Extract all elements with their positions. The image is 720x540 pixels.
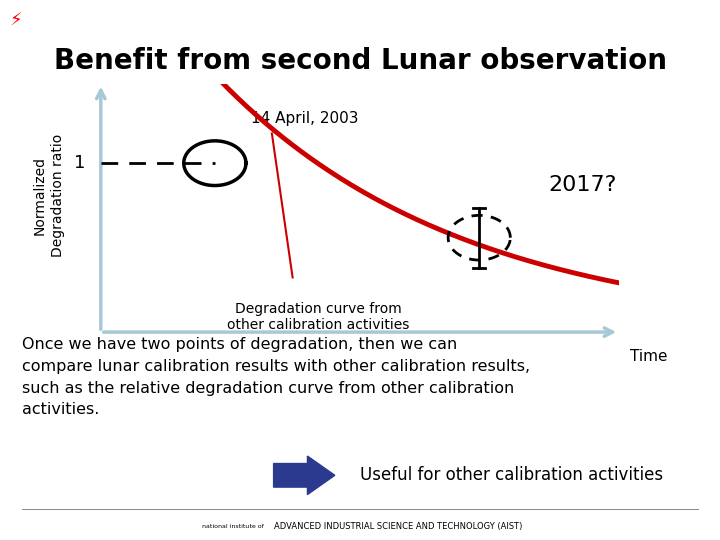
Text: Benefit from second Lunar observation: Benefit from second Lunar observation	[53, 47, 667, 75]
Text: Degradation curve from
other calibration activities: Degradation curve from other calibration…	[228, 302, 410, 333]
Text: 1: 1	[74, 154, 85, 172]
Text: AIST: AIST	[32, 12, 78, 30]
FancyArrow shape	[274, 456, 335, 495]
Text: 14 April, 2003: 14 April, 2003	[251, 111, 359, 126]
Text: Once we have two points of degradation, then we can
compare lunar calibration re: Once we have two points of degradation, …	[22, 338, 530, 417]
Text: national institute of: national institute of	[202, 524, 264, 529]
Text: Useful for other calibration activities: Useful for other calibration activities	[360, 467, 663, 484]
Text: Time: Time	[629, 349, 667, 364]
Text: ⚡: ⚡	[9, 12, 22, 30]
Text: ADVANCED INDUSTRIAL SCIENCE AND TECHNOLOGY (AIST): ADVANCED INDUSTRIAL SCIENCE AND TECHNOLO…	[274, 522, 522, 531]
Text: Normalized
Degradation ratio: Normalized Degradation ratio	[33, 134, 65, 257]
Text: 2017?: 2017?	[549, 176, 617, 195]
